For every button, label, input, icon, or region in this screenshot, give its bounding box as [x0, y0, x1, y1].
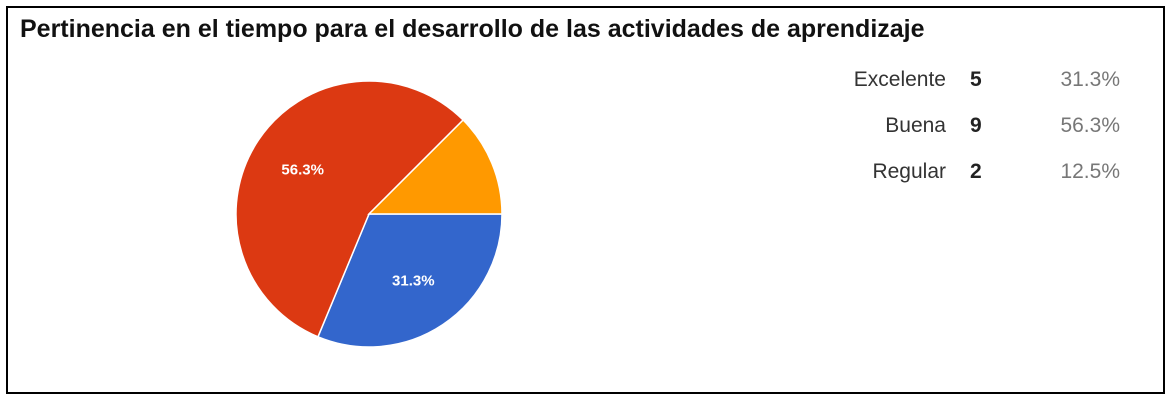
legend-row-regular[interactable]: Regular 2 12.5% [780, 154, 1120, 200]
legend-count: 9 [970, 114, 982, 137]
legend-label: Buena [885, 114, 946, 137]
pie-slice-excelente[interactable] [316, 213, 503, 348]
legend: Excelente 5 31.3% Buena 9 56.3% Regular … [780, 62, 1120, 200]
legend-label: Excelente [853, 68, 946, 91]
legend-percent: 56.3% [1060, 114, 1120, 137]
legend-row-buena[interactable]: Buena 9 56.3% [780, 108, 1120, 154]
pie-slice-regular[interactable] [367, 118, 503, 215]
legend-count: 2 [970, 160, 982, 183]
legend-row-excelente[interactable]: Excelente 5 31.3% [780, 62, 1120, 108]
slice-label-excelente: 31.3% [392, 272, 435, 289]
legend-count: 5 [970, 68, 982, 91]
legend-label: Regular [872, 160, 946, 183]
chart-title: Pertinencia en el tiempo para el desarro… [20, 15, 925, 43]
pie-slice-buena[interactable] [235, 80, 465, 338]
slice-label-buena: 56.3% [281, 162, 324, 179]
legend-percent: 31.3% [1060, 68, 1120, 91]
legend-percent: 12.5% [1060, 160, 1120, 183]
chart-frame [6, 6, 1165, 394]
